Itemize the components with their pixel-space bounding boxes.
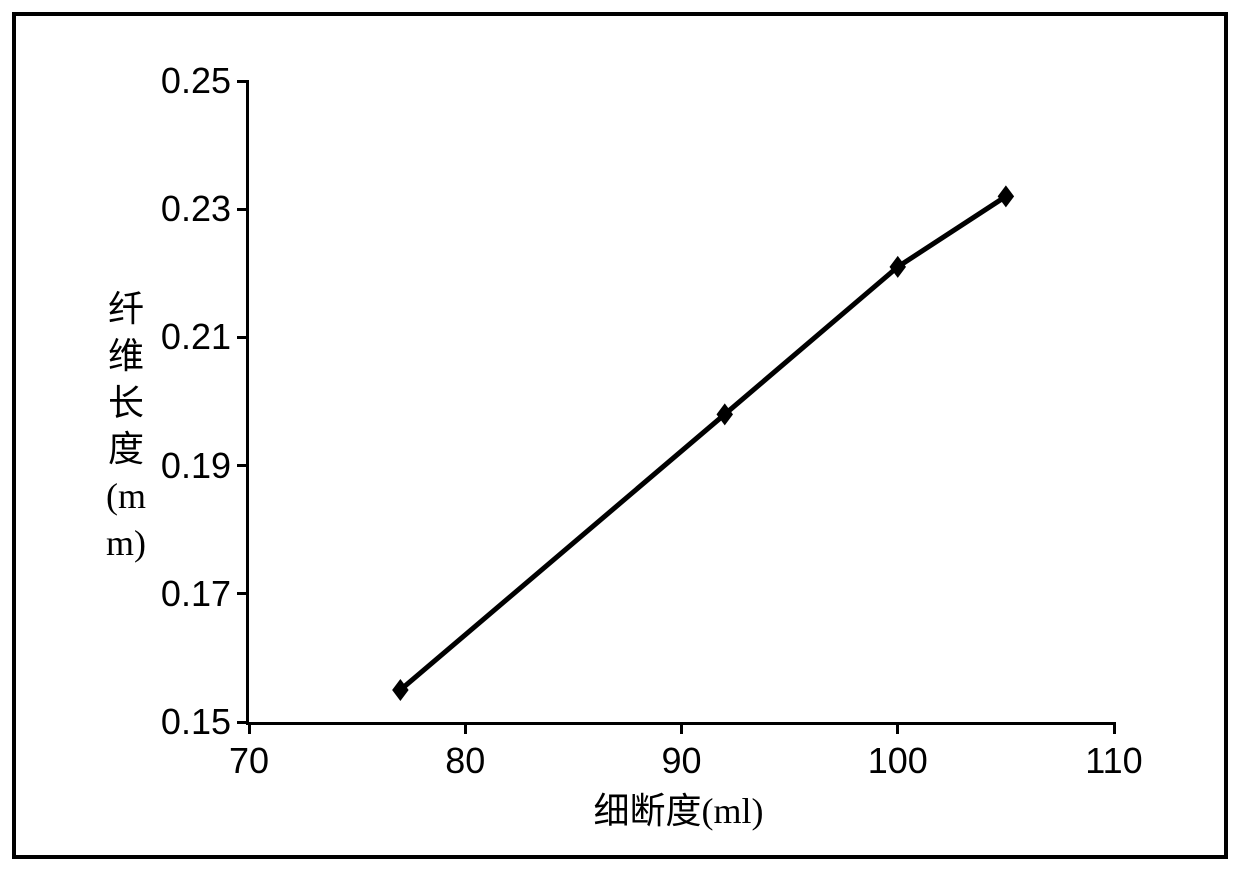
y-tick xyxy=(237,208,249,211)
x-tick-label: 80 xyxy=(445,740,485,782)
y-tick-label: 0.25 xyxy=(161,60,231,102)
x-axis-label: 细断度(ml) xyxy=(246,782,1111,834)
x-tick-label: 90 xyxy=(661,740,701,782)
y-tick-label: 0.17 xyxy=(161,573,231,615)
y-tick xyxy=(237,592,249,595)
plot-area: 0.150.170.190.210.230.25708090100110 xyxy=(246,81,1114,725)
y-tick-label: 0.23 xyxy=(161,188,231,230)
y-axis-label-char: 纤 xyxy=(106,286,146,333)
y-tick xyxy=(237,464,249,467)
y-tick-label: 0.21 xyxy=(161,316,231,358)
x-tick-label: 70 xyxy=(229,740,269,782)
x-tick-label: 100 xyxy=(868,740,928,782)
y-axis-label-char: (m xyxy=(106,473,146,520)
x-tick xyxy=(896,722,899,734)
y-tick-label: 0.15 xyxy=(161,701,231,743)
x-tick xyxy=(1113,722,1116,734)
x-tick xyxy=(464,722,467,734)
x-tick-label: 110 xyxy=(1085,740,1142,782)
y-axis-label: 纤维长度(mm) xyxy=(106,286,146,567)
y-tick-label: 0.19 xyxy=(161,445,231,487)
x-tick xyxy=(248,722,251,734)
y-axis-label-char: 长 xyxy=(106,380,146,427)
y-tick xyxy=(237,80,249,83)
x-tick xyxy=(680,722,683,734)
chart-svg xyxy=(249,81,1114,722)
data-line xyxy=(400,196,1006,690)
data-marker xyxy=(998,185,1015,207)
chart-outer-frame: 纤维长度(mm) 0.150.170.190.210.230.257080901… xyxy=(12,12,1228,859)
y-axis-label-char: 度 xyxy=(106,426,146,473)
y-tick xyxy=(237,336,249,339)
y-axis-label-char: m) xyxy=(106,520,146,567)
y-axis-label-char: 维 xyxy=(106,333,146,380)
chart-container: 纤维长度(mm) 0.150.170.190.210.230.257080901… xyxy=(76,66,1164,805)
